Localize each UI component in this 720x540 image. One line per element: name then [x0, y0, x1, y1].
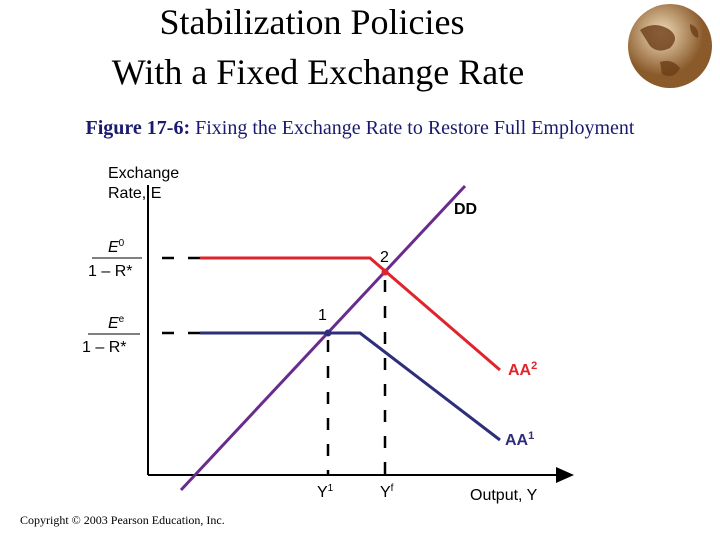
label-sup: f: [391, 483, 394, 494]
label-sup: 1: [328, 483, 334, 494]
equilibrium-point: [324, 329, 332, 337]
y-level-den: 1 – R*: [88, 263, 132, 280]
aa1-curve: [200, 331, 501, 442]
equilibrium-point: [381, 268, 389, 276]
caption-text: Fixing the Exchange Rate to Restore Full…: [195, 117, 635, 139]
point-label: 1: [318, 307, 327, 324]
globe-icon: [628, 4, 712, 88]
label-base: AA: [505, 432, 529, 449]
x-level-label: Yf: [380, 483, 394, 501]
x-axis-label: Output, Y: [470, 487, 538, 504]
label-base: E: [108, 315, 119, 332]
copyright: Copyright © 2003 Pearson Education, Inc.: [20, 513, 225, 527]
label-base: Y: [380, 484, 391, 501]
label-base: Y: [317, 484, 328, 501]
label-sup: 0: [119, 238, 125, 249]
caption: Figure 17-6: Fixing the Exchange Rate to…: [86, 117, 635, 139]
dd-label: DD: [454, 201, 477, 218]
y-axis-label: Exchange: [108, 165, 179, 182]
title-line: Stabilization Policies: [160, 2, 465, 42]
x-level-label: Y1: [317, 483, 334, 501]
label-sup: e: [119, 314, 125, 325]
label-sup: 1: [528, 430, 534, 442]
y-axis-label: Rate, E: [108, 185, 161, 202]
aa2-curve: [200, 256, 501, 372]
caption-label: Figure 17-6:: [86, 117, 191, 139]
aa2-label: AA2: [508, 360, 537, 379]
aa1-label: AA1: [505, 430, 534, 449]
dd-curve: [179, 184, 467, 492]
label-sup: 2: [531, 360, 537, 372]
label-base: AA: [508, 362, 532, 379]
y-level-den: 1 – R*: [82, 339, 126, 356]
y-level-num: E0: [108, 238, 125, 256]
point-label: 2: [380, 249, 389, 266]
label-base: E: [108, 239, 119, 256]
title-line: With a Fixed Exchange Rate: [112, 52, 524, 92]
y-level-num: Ee: [108, 314, 125, 332]
